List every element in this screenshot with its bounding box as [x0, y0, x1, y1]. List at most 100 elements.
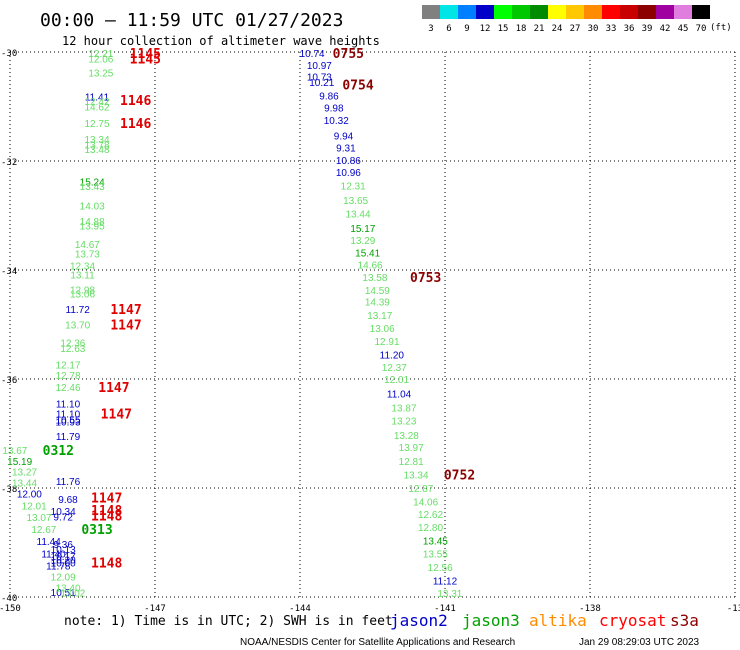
legend-label: 27 [570, 24, 581, 34]
legend-swatch [458, 5, 476, 19]
swh-value: 13.29 [350, 236, 375, 247]
pass-time-label: 0752 [444, 468, 475, 483]
swh-value: 12.98 [70, 286, 95, 297]
pass-time-label: 1148 [91, 557, 122, 572]
swh-value: 13.27 [12, 468, 37, 479]
lat-tick-label: -38 [1, 485, 17, 495]
swh-value: 13.65 [343, 196, 368, 207]
legend-swatch [674, 5, 692, 19]
lat-tick-label: -36 [1, 376, 17, 386]
legend-swatch [566, 5, 584, 19]
pass-time-label: 1147 [110, 319, 141, 334]
legend-swatch [512, 5, 530, 19]
legend-swatch [530, 5, 548, 19]
lat-tick-label: -40 [1, 594, 17, 604]
swh-value: 11.79 [56, 432, 81, 443]
swh-value: 11.72 [66, 305, 91, 316]
swh-value: 11.40 [41, 549, 66, 560]
pass-time-label: 1147 [91, 491, 122, 506]
pass-time-label: 1148 [91, 509, 122, 524]
pass-time-label: 0312 [43, 444, 74, 459]
swh-value: 11.41 [85, 93, 110, 104]
swh-value: 14.59 [365, 286, 390, 297]
swh-value: 12.36 [60, 338, 85, 349]
swh-value: 9.31 [336, 143, 356, 154]
swh-value: 12.37 [382, 363, 407, 374]
swh-value: 13.78 [84, 141, 109, 152]
legend-label: 42 [660, 24, 671, 34]
swh-value: 15.41 [355, 249, 380, 260]
legend-label: 36 [624, 24, 635, 34]
swh-value: 15.24 [80, 178, 105, 189]
swh-value: 12.21 [88, 49, 113, 60]
swh-value: 12.91 [374, 337, 399, 348]
pass-time-label: 1145 [130, 53, 161, 68]
lon-tick-label: -138 [579, 604, 601, 614]
legend-label: 9 [464, 24, 469, 34]
swh-value: 9.98 [324, 104, 344, 115]
swh-value: 13.97 [399, 443, 424, 454]
swh-value: 9.72 [53, 512, 73, 523]
swh-value: 10.74 [300, 49, 325, 60]
swh-value: 9.68 [58, 495, 78, 506]
lon-tick-label: -144 [289, 604, 311, 614]
swh-value: 10.96 [336, 168, 361, 179]
swh-value: 10.13 [51, 545, 76, 556]
swh-value: 13.58 [362, 273, 387, 284]
swh-value: 14.62 [84, 103, 109, 114]
swh-value: 11.12 [433, 577, 458, 588]
swh-value: 12.42 [84, 97, 109, 108]
note-text: note: 1) Time is in UTC; 2) SWH is in fe… [64, 614, 393, 629]
legend-label: 33 [606, 24, 617, 34]
swh-value: 13.17 [367, 311, 392, 322]
pass-time-label: 1147 [98, 381, 129, 396]
swh-value: 12.17 [55, 360, 80, 371]
legend-label: 21 [534, 24, 545, 34]
swh-value: 12.75 [84, 119, 109, 130]
swh-value: 14.06 [413, 498, 438, 509]
pass-time-label: 1148 [91, 504, 122, 519]
swh-value: 13.28 [394, 431, 419, 442]
swh-value: 13.43 [80, 182, 105, 193]
swh-value: 11.10 [56, 400, 81, 411]
swh-value: 10.51 [51, 588, 76, 599]
swh-value: 13.34 [403, 470, 428, 481]
footer-credit: NOAA/NESDIS Center for Satellite Applica… [240, 637, 515, 648]
swh-value: 12.81 [399, 457, 424, 468]
legend-unit: (ft) [710, 23, 732, 33]
swh-value: 13.70 [65, 321, 90, 332]
swh-value: 12.78 [55, 371, 80, 382]
swh-value: 12.80 [418, 523, 443, 534]
legend-label: 39 [642, 24, 653, 34]
pass-time-label: 0753 [410, 271, 441, 286]
legend-swatch [620, 5, 638, 19]
swh-value: 13.06 [370, 324, 395, 335]
swh-value: 13.23 [391, 416, 416, 427]
legend-swatch [584, 5, 602, 19]
legend-swatch [440, 5, 458, 19]
swh-value: 9.36 [53, 540, 73, 551]
page-title: 00:00 – 11:59 UTC 01/27/2023 [40, 10, 343, 31]
legend-swatch [548, 5, 566, 19]
footer-timestamp: Jan 29 08:29:03 UTC 2023 [579, 637, 700, 648]
swh-value: 10.73 [307, 73, 332, 84]
swh-value: 12.06 [88, 55, 113, 66]
swh-value: 12.87 [408, 484, 433, 495]
swh-value: 14.39 [365, 298, 390, 309]
legend-swatch [692, 5, 710, 19]
satellite-legend: jason2 jason3 altika cryosat s3a [390, 611, 699, 630]
pass-time-label: 1147 [101, 407, 132, 422]
swh-value: 13.45 [423, 536, 448, 547]
swh-value: 12.46 [55, 383, 80, 394]
pass-time-label: 1147 [110, 303, 141, 318]
legend-label: 18 [516, 24, 527, 34]
swh-value: 10.32 [324, 116, 349, 127]
legend-label: 6 [446, 24, 451, 34]
swh-value: 15.17 [350, 224, 375, 235]
swh-value: 13.55 [423, 549, 448, 560]
swh-value: 13.67 [2, 446, 27, 457]
legend-label: 70 [696, 24, 707, 34]
swh-value: 9.86 [319, 92, 339, 103]
